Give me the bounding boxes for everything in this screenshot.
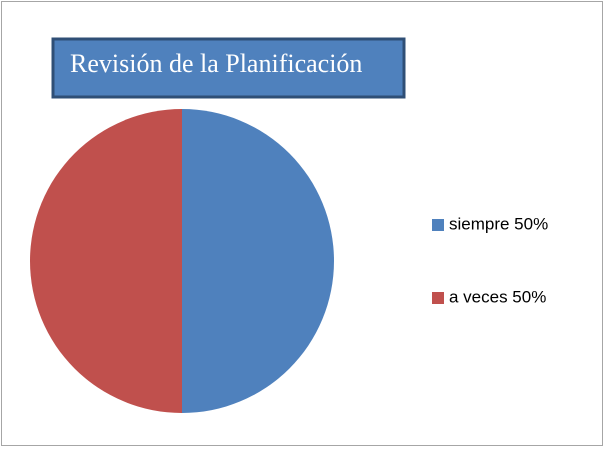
chart-title: Revisión de la Planificación: [70, 49, 362, 78]
legend-swatch: [432, 219, 444, 231]
legend-label: siempre 50%: [449, 214, 548, 233]
legend-label: a veces 50%: [449, 287, 546, 306]
pie-slice: [182, 109, 334, 413]
title-box: [51, 37, 406, 99]
pie-slice: [30, 109, 182, 413]
legend-swatch: [432, 292, 444, 304]
